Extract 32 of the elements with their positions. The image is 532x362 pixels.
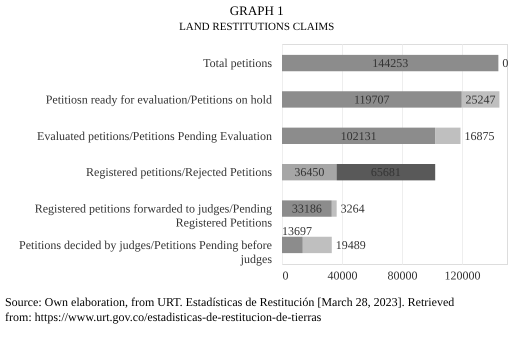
data-label: 36450 xyxy=(294,165,324,180)
bar xyxy=(302,236,332,254)
data-label: 19489 xyxy=(336,238,366,252)
data-label: 102131 xyxy=(340,128,377,143)
data-label: 33186 xyxy=(292,202,322,216)
bar xyxy=(336,164,436,180)
data-label: 3264 xyxy=(340,202,365,216)
data-label: 119707 xyxy=(354,92,390,106)
y-tick-label: Petitions decided by judges/Petitions Pending before judges xyxy=(19,238,272,266)
y-tick-label: Evaluated petitions/Petitions Pending Evaluation xyxy=(37,128,272,143)
data-label: 0 xyxy=(502,56,508,70)
y-tick-label: Petitiosn ready for evaluation/Petitions on hold xyxy=(46,92,272,106)
bar xyxy=(282,236,303,254)
y-tick-label: Total petitions xyxy=(203,56,272,70)
chart-subtitle: LAND RESTITUTIONS CLAIMS xyxy=(179,21,334,33)
y-tick-label: Registered petitions forwarded to judges/Pending Registered Petitions xyxy=(34,202,272,230)
bar xyxy=(282,91,462,108)
data-label: 16875 xyxy=(464,128,495,143)
x-tick-label: 0 xyxy=(282,268,288,282)
source-note: Source: Own elaboration, from URT. Estadísticas de Restitución [March 28, 2023]. Retrieved from: https://www.urt.gov.co/estadisticas-de-restitucion-de-tierras xyxy=(5,295,454,324)
x-tick-label: 120000 xyxy=(444,268,480,282)
bar xyxy=(332,200,337,217)
y-tick-label: Registered petitions/Rejected Petitions xyxy=(86,165,272,180)
bar xyxy=(282,128,436,144)
data-label: 13697 xyxy=(282,224,312,238)
data-label: 25247 xyxy=(465,92,496,106)
chart-title: GRAPH 1 xyxy=(230,3,284,18)
bar xyxy=(435,128,461,144)
x-tick-label: 80000 xyxy=(388,268,418,282)
x-tick-label: 40000 xyxy=(328,268,358,282)
bar xyxy=(282,54,498,72)
data-label: 144253 xyxy=(372,56,408,70)
